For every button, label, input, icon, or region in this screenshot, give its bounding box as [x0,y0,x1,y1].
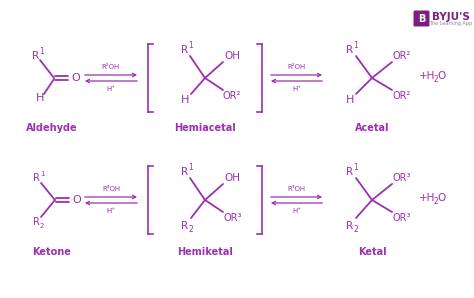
Text: R: R [346,45,354,55]
Text: R: R [346,167,354,177]
Text: B: B [418,13,425,24]
FancyBboxPatch shape [413,10,429,27]
Text: R: R [33,217,39,227]
Text: 2: 2 [434,75,438,85]
Text: 1: 1 [189,164,193,173]
Text: O: O [72,73,81,83]
Text: O: O [438,193,446,203]
Text: BYJU'S: BYJU'S [432,12,470,22]
Text: +H: +H [419,193,435,203]
Text: R: R [182,221,189,231]
Text: O: O [438,71,446,81]
Text: OR²: OR² [393,91,411,101]
Text: H⁺: H⁺ [292,208,301,214]
Text: H⁺: H⁺ [107,208,116,214]
Text: R: R [32,51,39,61]
Text: OR³: OR³ [393,173,411,183]
Text: H: H [36,93,44,103]
Text: 2: 2 [434,198,438,207]
Text: Ketone: Ketone [33,247,72,257]
Text: O: O [73,195,82,205]
Text: R: R [33,173,39,183]
Text: Ketal: Ketal [358,247,386,257]
Text: OH: OH [224,51,240,61]
Text: R: R [346,221,354,231]
Text: H: H [346,95,354,105]
Text: Hemiacetal: Hemiacetal [174,123,236,133]
Text: OR²: OR² [223,91,241,101]
Text: OR³: OR³ [224,213,242,223]
Text: H: H [181,95,189,105]
Text: 1: 1 [354,41,358,50]
Text: R²OH: R²OH [102,64,120,70]
Text: OR²: OR² [393,51,411,61]
Text: 1: 1 [354,164,358,173]
Text: +H: +H [419,71,435,81]
Text: 2: 2 [189,226,193,235]
Text: 1: 1 [189,41,193,50]
Text: Acetal: Acetal [355,123,389,133]
Text: R: R [182,167,189,177]
Text: 1: 1 [40,171,44,177]
Text: R²OH: R²OH [287,64,306,70]
Text: 2: 2 [354,226,358,235]
Text: 2: 2 [40,223,44,229]
Text: R³OH: R³OH [287,186,306,192]
Text: The Learning App: The Learning App [429,21,473,27]
Text: Aldehyde: Aldehyde [26,123,78,133]
Text: Hemiketal: Hemiketal [177,247,233,257]
Text: OR³: OR³ [393,213,411,223]
Text: R³OH: R³OH [102,186,120,192]
Text: OH: OH [224,173,240,183]
Text: 1: 1 [40,47,45,57]
Text: H⁺: H⁺ [107,86,116,92]
Text: H⁺: H⁺ [292,86,301,92]
Text: R: R [182,45,189,55]
